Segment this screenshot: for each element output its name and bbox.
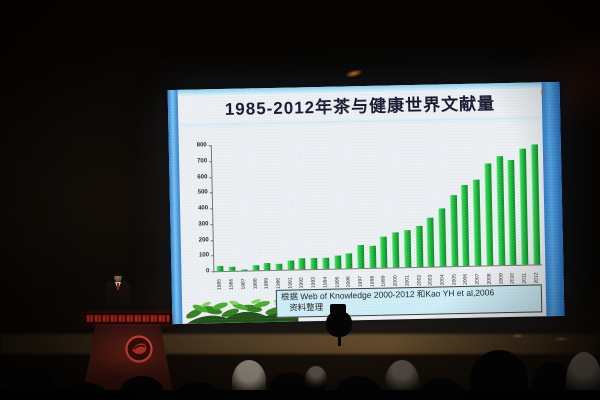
x-tick-label: 1989 — [263, 277, 270, 290]
x-tick-label: 1996 — [345, 276, 352, 288]
podium-led-text — [87, 315, 169, 322]
x-tick-label: 2009 — [497, 273, 505, 285]
x-tick-label: 1999 — [380, 275, 388, 287]
x-tick-label: 2007 — [474, 273, 481, 285]
y-tick-mark — [208, 145, 212, 147]
bar — [414, 225, 423, 267]
bar — [345, 253, 353, 269]
podium-led-sign — [84, 313, 172, 324]
y-tick-label: 700 — [197, 158, 208, 165]
bar — [251, 265, 259, 271]
y-tick-label: 300 — [198, 221, 209, 228]
x-tick-label: 2001 — [404, 274, 411, 287]
x-tick-label: 1998 — [369, 275, 376, 287]
bar — [391, 232, 400, 268]
y-tick-label: 0 — [205, 268, 210, 275]
podium-logo — [125, 335, 153, 363]
camera-silhouette — [324, 302, 362, 346]
x-tick-label: 1997 — [357, 275, 364, 288]
bar — [310, 258, 318, 270]
light-glint — [543, 156, 547, 163]
speaker-tie — [117, 283, 119, 290]
y-tick-mark — [211, 271, 215, 273]
bar — [275, 263, 283, 270]
audience-head — [305, 366, 327, 392]
x-tick-label: 1991 — [287, 277, 294, 289]
x-tick-label: 2011 — [521, 272, 528, 284]
bar — [403, 230, 412, 268]
bar — [216, 266, 224, 272]
bar — [449, 195, 458, 267]
speaker — [104, 272, 132, 314]
y-tick-mark — [211, 255, 215, 257]
bar — [438, 208, 447, 267]
x-tick-label: 1985 — [216, 278, 224, 291]
speaker-head — [114, 272, 122, 282]
y-tick-mark — [210, 208, 214, 210]
y-tick-mark — [209, 160, 213, 163]
x-tick-label: 2003 — [427, 274, 434, 286]
light-glint — [554, 337, 568, 341]
y-tick-mark — [209, 192, 213, 194]
y-tick-mark — [209, 176, 213, 178]
y-tick-mark — [210, 239, 214, 241]
y-tick-label: 200 — [198, 236, 209, 244]
x-tick-label: 2010 — [509, 272, 516, 285]
x-tick-label: 1988 — [252, 278, 259, 290]
bar — [263, 263, 271, 271]
bar — [426, 217, 435, 267]
bar — [240, 269, 248, 271]
x-tick-label: 1994 — [322, 276, 329, 288]
x-tick-label: 1986 — [228, 278, 235, 290]
x-tick-label: 2004 — [439, 274, 446, 286]
y-tick-label: 800 — [196, 142, 207, 149]
x-tick-label: 1993 — [310, 276, 317, 289]
x-tick-label: 2002 — [416, 274, 423, 286]
y-tick-label: 500 — [197, 189, 208, 196]
bar — [368, 245, 376, 268]
y-tick-label: 600 — [197, 173, 208, 181]
x-tick-label: 1987 — [240, 278, 247, 290]
bar — [228, 266, 236, 271]
x-tick-label: 1995 — [334, 276, 341, 288]
x-tick-label: 2006 — [462, 273, 470, 285]
x-tick-label: 1992 — [298, 277, 306, 289]
bar — [356, 244, 365, 269]
bar — [380, 236, 388, 268]
light-glint — [540, 88, 545, 96]
y-tick-label: 400 — [198, 205, 209, 212]
x-tick-label: 1990 — [275, 277, 282, 289]
bar — [333, 255, 341, 269]
y-tick-mark — [210, 223, 214, 226]
x-tick-label: 2012 — [533, 272, 540, 284]
x-tick-label: 2008 — [486, 273, 493, 285]
y-tick-label: 100 — [198, 252, 210, 259]
x-tick-label: 2005 — [451, 273, 458, 286]
camera-stand — [338, 334, 341, 346]
bar — [298, 257, 306, 270]
foreground-darkness — [0, 390, 600, 400]
bar — [286, 260, 295, 270]
bar-chart: 0 100 200 300 400 500 600 700 800 1985 1986 1987 198… — [178, 124, 545, 292]
light-glint — [512, 334, 524, 338]
bar — [321, 257, 330, 269]
x-tick-label: 2000 — [392, 275, 399, 287]
projection-screen: 1985-2012年茶与健康世界文献量 0 100 200 300 400 500 600 7… — [167, 81, 565, 325]
source-citation-box: 根据 Web of Knowledge 2000-2012 和Kao YH et… — [275, 284, 543, 318]
